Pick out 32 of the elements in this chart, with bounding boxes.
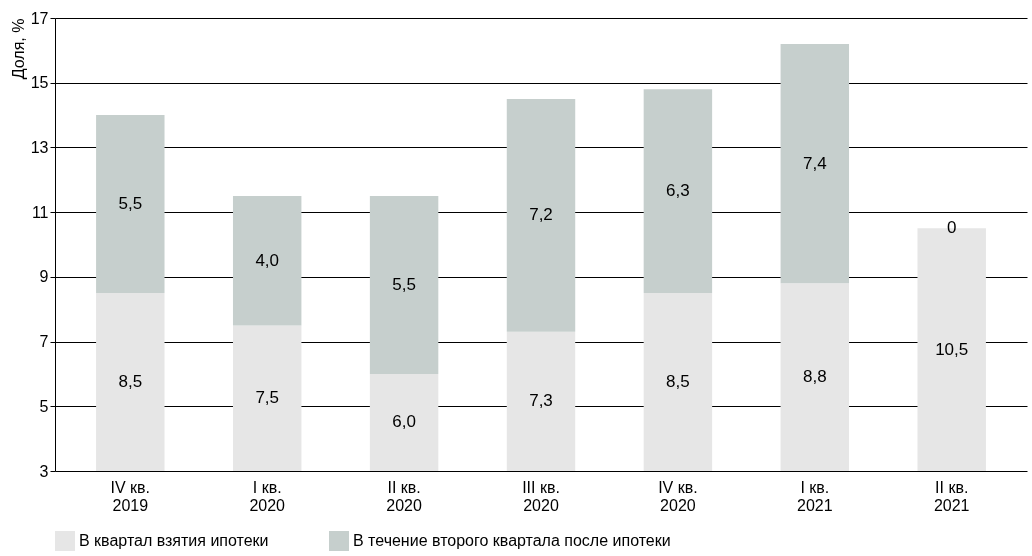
data-label: 6,3 (666, 181, 690, 201)
data-label: 4,0 (255, 250, 280, 270)
legend-label: В течение второго квартала после ипотеки (353, 532, 671, 549)
data-label: 7,5 (255, 388, 280, 408)
x-tick-label: I кв. 2021 (797, 478, 833, 514)
y-tick-label: 3 (39, 462, 49, 480)
data-label: 7,4 (802, 153, 827, 173)
x-tick-label: II кв. 2021 (933, 478, 970, 514)
annotation: 0 (946, 218, 957, 238)
data-label: 5,5 (118, 194, 143, 214)
data-label: 10,5 (935, 339, 969, 359)
data-label: 8,5 (666, 372, 690, 392)
data-label: 8,8 (802, 367, 827, 387)
y-tick-label: 15 (30, 74, 49, 92)
y-tick-label: 17 (30, 9, 49, 27)
y-tick-label: 11 (31, 203, 49, 221)
y-tick-label: 9 (39, 268, 49, 286)
y-tick-label: 7 (39, 333, 49, 351)
data-label: 5,5 (392, 274, 416, 294)
x-tick-label: IV кв. 2019 (110, 478, 151, 514)
data-label: 7,2 (529, 205, 553, 225)
y-tick-label: 13 (30, 138, 49, 156)
data-label: 7,3 (529, 391, 553, 411)
x-tick-label: I кв. 2020 (249, 478, 286, 514)
legend-label: В квартал взятия ипотеки (79, 532, 269, 549)
x-tick-label: IV кв. 2020 (658, 478, 698, 514)
data-label: 8,5 (118, 372, 143, 392)
x-tick-label: II кв. 2020 (386, 478, 422, 514)
x-tick-label: III кв. 2020 (522, 478, 560, 514)
y-axis-title: Доля, % (9, 18, 27, 80)
data-label: 6,0 (392, 412, 416, 432)
y-tick-label: 5 (39, 397, 49, 415)
